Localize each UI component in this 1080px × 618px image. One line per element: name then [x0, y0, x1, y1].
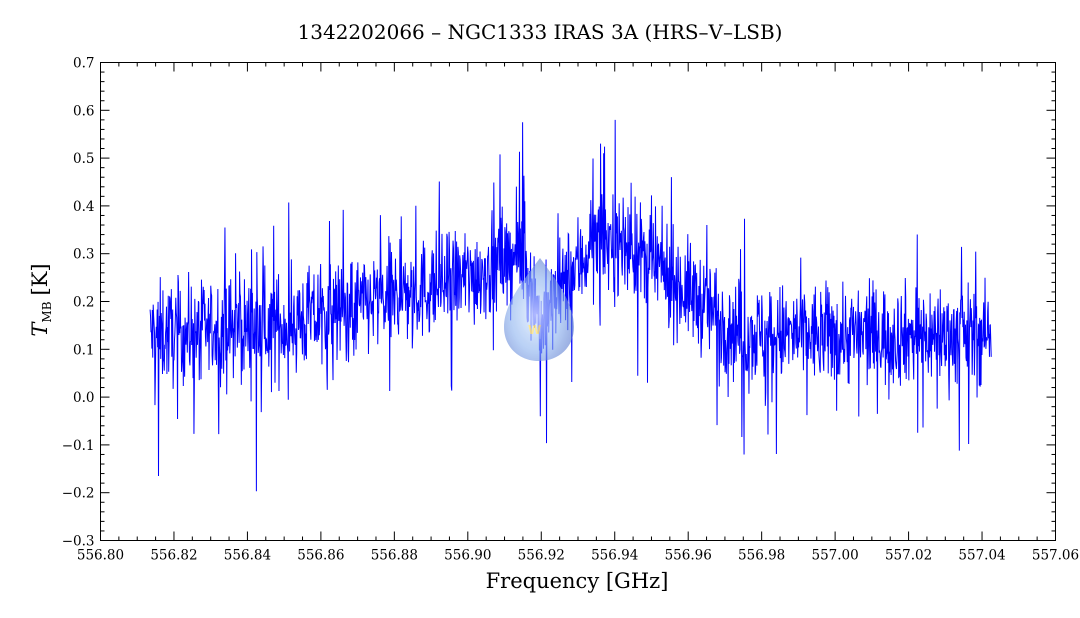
y-tick-label: −0.2	[62, 486, 95, 502]
plot-area	[149, 119, 992, 492]
y-tick-label: 0.5	[73, 151, 94, 167]
y-tick-label: 0.7	[73, 56, 94, 72]
y-axis-label-sub: MB	[40, 301, 54, 322]
x-tick-label: 556.92	[518, 548, 565, 564]
chart-title: 1342202066 – NGC1333 IRAS 3A (HRS–V–LSB)	[298, 20, 783, 44]
y-tick-label: 0.2	[73, 295, 94, 311]
x-axis-label: Frequency [GHz]	[486, 569, 669, 593]
x-tick-label: 556.90	[444, 548, 491, 564]
x-axis: 556.80 556.82 556.84 556.86 556.88 556.90 556.…	[77, 62, 1079, 564]
watermark-text: W	[528, 323, 541, 337]
y-tick-label: −0.1	[62, 438, 95, 454]
x-tick-label: 556.98	[738, 548, 785, 564]
y-tick-label: 0.6	[73, 103, 94, 119]
x-tick-label: 556.96	[665, 548, 712, 564]
plot-frame	[100, 62, 1056, 541]
x-tick-label: 556.82	[150, 548, 197, 564]
y-axis-label: TMB [K]	[28, 263, 54, 336]
x-tick-label: 556.86	[297, 548, 344, 564]
x-tick-label: 557.04	[958, 548, 1005, 564]
y-tick-label: 0.0	[73, 390, 94, 406]
y-tick-label: 0.1	[73, 342, 94, 358]
x-tick-label: 556.88	[371, 548, 418, 564]
y-tick-label: −0.3	[62, 534, 95, 550]
x-tick-label: 556.80	[77, 548, 124, 564]
x-tick-label: 556.84	[224, 548, 271, 564]
x-tick-label: 557.02	[885, 548, 932, 564]
y-axis-label-unit: [K]	[28, 263, 52, 295]
x-tick-label: 557.00	[811, 548, 858, 564]
x-tick-label: 557.06	[1032, 548, 1079, 564]
y-tick-label: 0.3	[73, 247, 94, 263]
x-tick-label: 556.94	[591, 548, 638, 564]
y-tick-label: 0.4	[73, 199, 94, 215]
spectrum-series-line	[149, 119, 992, 492]
svg-text:TMB[K]: TMB [K]	[28, 263, 54, 336]
watermark-drop-icon	[504, 258, 574, 361]
y-axis-label-main: T	[28, 321, 52, 337]
watermark-logo: W	[504, 258, 574, 361]
y-axis: 0.7 0.6 0.5 0.4 0.3 0.2 0.1 0.0 −0.1 −0.2 −0.3	[62, 56, 1056, 550]
